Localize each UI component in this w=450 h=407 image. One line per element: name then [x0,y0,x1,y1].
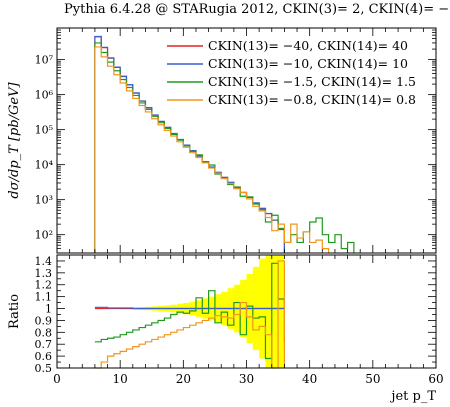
ratio-y-tick-label: 0.6 [35,350,53,363]
x-tick-label: 50 [365,372,380,386]
x-axis-label: jet p_T [389,389,436,404]
y-tick-label: 10⁵ [35,124,53,137]
x-tick-label: 10 [113,372,128,386]
x-tick-label: 20 [176,372,191,386]
ratio-series-orange [94,260,285,369]
ratio-y-tick-label: 0.8 [35,326,53,339]
x-tick-label: 0 [53,372,61,386]
legend-label-blue: CKIN(13)= −10, CKIN(14)= 10 [208,56,408,71]
main-series-orange [94,46,330,253]
ratio-y-tick-label: 1.2 [35,279,53,292]
y-tick-label: 10⁴ [35,159,54,172]
legend-label-green: CKIN(13)= −1.5, CKIN(14)= 1.5 [208,74,416,89]
ratio-y-tick-label: 1.4 [35,255,53,268]
ratio-y-tick-label: 1.1 [35,291,53,304]
x-tick-label: 30 [239,372,254,386]
main-panel: 10² 10³ 10⁴ 10⁵ 10⁶ 10⁷ dσ/dp_T [pb/GeV] CKIN(1… [7,27,437,254]
ratio-y-tick-label: 0.9 [35,314,53,327]
legend: CKIN(13)= −40, CKIN(14)= 40 CKIN(13)= −10… [167,38,416,107]
y-axis-label: dσ/dp_T [pb/GeV] [7,81,22,198]
ratio-y-tick-label: 1 [45,303,52,316]
ratio-panel: 0.50.60.70.80.911.11.21.31.4 0 10 20 30 40 50 6… [7,254,444,404]
y-tick-label: 10³ [35,194,53,207]
ratio-series-blue [94,306,285,310]
legend-label-red: CKIN(13)= −40, CKIN(14)= 40 [208,38,408,53]
main-series-green [94,42,355,253]
ratio-y-tick-label: 0.7 [35,338,53,351]
x-tick-label: 40 [302,372,317,386]
x-tick-label: 60 [428,372,443,386]
ratio-axis-label: Ratio [7,294,22,329]
y-tick-label: 10² [35,229,53,242]
y-tick-label: 10⁷ [35,54,54,67]
chart-title: Pythia 6.4.28 @ STARugia 2012, CKIN(3)= … [64,2,450,17]
y-tick-label: 10⁶ [35,89,54,102]
ratio-y-tick-label: 1.3 [35,267,53,280]
ratio-y-tick-label: 0.5 [35,362,53,375]
legend-label-orange: CKIN(13)= −0.8, CKIN(14)= 0.8 [208,92,416,107]
